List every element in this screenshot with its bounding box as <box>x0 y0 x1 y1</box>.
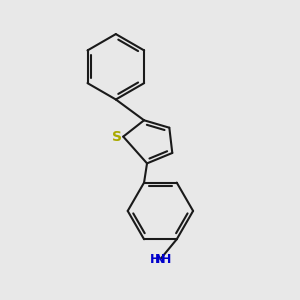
Text: S: S <box>112 130 122 144</box>
Text: H: H <box>150 253 160 266</box>
Text: N: N <box>155 253 166 266</box>
Text: H: H <box>160 253 171 266</box>
